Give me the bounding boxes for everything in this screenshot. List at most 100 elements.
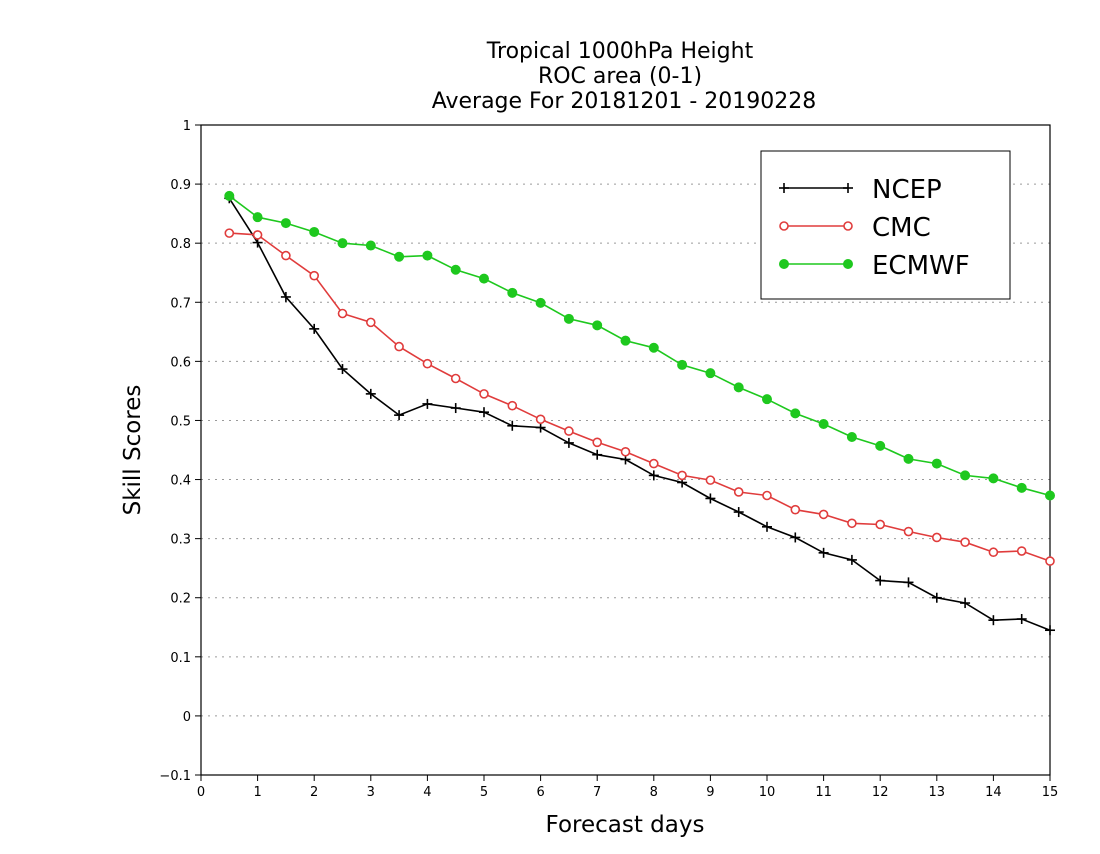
axis-ticks: −0.100.10.20.30.40.50.60.70.80.910 1 2 3 4 5 6… [159, 119, 1058, 800]
data-point-ncep [931, 592, 942, 603]
legend-box [760, 150, 1011, 300]
data-point-ncep [535, 422, 546, 433]
data-point-ncep [394, 410, 405, 421]
x-tick-label: 12 [872, 785, 889, 800]
data-point-cmc [309, 270, 320, 281]
data-point-ncep [1016, 614, 1027, 624]
series-ecmwf [224, 190, 1055, 501]
data-point-ecmwf [280, 218, 291, 229]
data-point-cmc [903, 526, 914, 537]
data-point-ncep [280, 291, 291, 302]
y-tick-label: 0 [183, 710, 191, 725]
data-point-ecmwf [790, 408, 801, 419]
data-point-cmc [535, 414, 546, 425]
data-point-cmc [790, 504, 801, 515]
data-point-cmc [507, 400, 518, 411]
data-point-ncep [365, 388, 376, 399]
x-tick-label: 9 [706, 785, 714, 800]
data-point-ecmwf [677, 359, 688, 370]
x-tick-label: 11 [815, 785, 832, 800]
x-tick-label: 2 [310, 785, 318, 800]
data-point-ncep [960, 598, 971, 609]
y-tick-label: 0.9 [170, 178, 191, 193]
legend-marker [843, 221, 853, 231]
x-tick-label: 5 [480, 785, 488, 800]
data-point-ecmwf [620, 335, 631, 346]
data-point-cmc [422, 358, 433, 369]
chart-title: Tropical 1000hPa Height ROC area (0-1) A… [432, 39, 817, 114]
data-point-ecmwf [479, 273, 489, 284]
series-ncep [224, 193, 1055, 636]
x-tick-label: 6 [536, 785, 544, 800]
x-tick-label: 4 [423, 785, 431, 800]
series-line-ncep [228, 197, 1051, 631]
legend: NCEP CMC ECMWF [760, 150, 1011, 300]
y-axis-title: Skill Scores [120, 385, 146, 516]
data-point-ncep [479, 407, 489, 418]
data-point-cmc [252, 230, 263, 240]
data-point-ecmwf [507, 287, 518, 298]
legend-label: CMC [872, 213, 931, 243]
x-tick-label: 13 [929, 785, 946, 800]
data-point-ecmwf [450, 264, 461, 275]
data-point-ncep [450, 403, 461, 414]
data-point-cmc [705, 475, 716, 485]
data-point-ecmwf [903, 453, 914, 464]
series-cmc [224, 228, 1055, 566]
legend-marker [779, 259, 789, 269]
data-point-ecmwf [818, 419, 829, 429]
legend-entry-ncep: NCEP [779, 175, 942, 205]
title-line-2: ROC area (0-1) [538, 64, 702, 89]
data-point-ecmwf [1016, 482, 1027, 493]
data-point-ecmwf [1045, 490, 1055, 501]
data-point-ecmwf [563, 313, 574, 324]
x-tick-label: 10 [759, 785, 776, 800]
legend-marker [843, 259, 853, 269]
data-point-ncep [705, 493, 716, 504]
data-point-ncep [1045, 625, 1055, 636]
x-tick-label: 3 [367, 785, 375, 800]
legend-label: NCEP [872, 175, 942, 205]
data-point-ecmwf [960, 470, 971, 481]
data-point-ecmwf [394, 251, 405, 262]
legend-entry-cmc: CMC [779, 213, 931, 243]
data-point-ecmwf [422, 250, 433, 261]
data-point-cmc [762, 490, 772, 501]
data-point-cmc [988, 547, 999, 558]
data-point-ecmwf [733, 382, 744, 393]
data-point-ncep [790, 532, 801, 543]
data-point-ncep [762, 521, 772, 532]
series-lines [224, 190, 1055, 636]
data-point-cmc [281, 250, 291, 261]
x-tick-label: 14 [985, 785, 1002, 800]
y-tick-label: −0.1 [159, 769, 191, 784]
legend-entry-ecmwf: ECMWF [779, 251, 970, 281]
data-point-cmc [224, 228, 235, 238]
data-point-cmc [733, 487, 744, 497]
legend-marker [779, 183, 789, 193]
data-point-ncep [507, 420, 518, 431]
data-point-ecmwf [648, 342, 659, 353]
data-point-ncep [903, 577, 914, 588]
y-tick-label: 0.6 [170, 355, 191, 370]
y-tick-label: 0.7 [170, 296, 191, 311]
data-point-ncep [988, 615, 999, 626]
x-tick-label: 1 [253, 785, 261, 800]
data-point-ncep [648, 470, 659, 481]
y-tick-label: 0.2 [170, 592, 191, 607]
data-point-ncep [592, 449, 603, 460]
data-point-cmc [648, 458, 659, 469]
legend-entries: NCEP CMC ECMWF [779, 175, 970, 281]
data-point-cmc [620, 446, 631, 457]
data-point-ncep [733, 507, 744, 518]
y-tick-label: 0.5 [170, 414, 191, 429]
data-point-ecmwf [224, 190, 235, 201]
data-point-ecmwf [365, 240, 376, 251]
title-line-1: Tropical 1000hPa Height [486, 39, 754, 64]
data-point-ncep [563, 437, 574, 448]
data-point-ecmwf [337, 238, 348, 249]
data-point-cmc [450, 373, 461, 384]
data-point-ncep [337, 364, 348, 375]
x-tick-label: 15 [1042, 785, 1059, 800]
